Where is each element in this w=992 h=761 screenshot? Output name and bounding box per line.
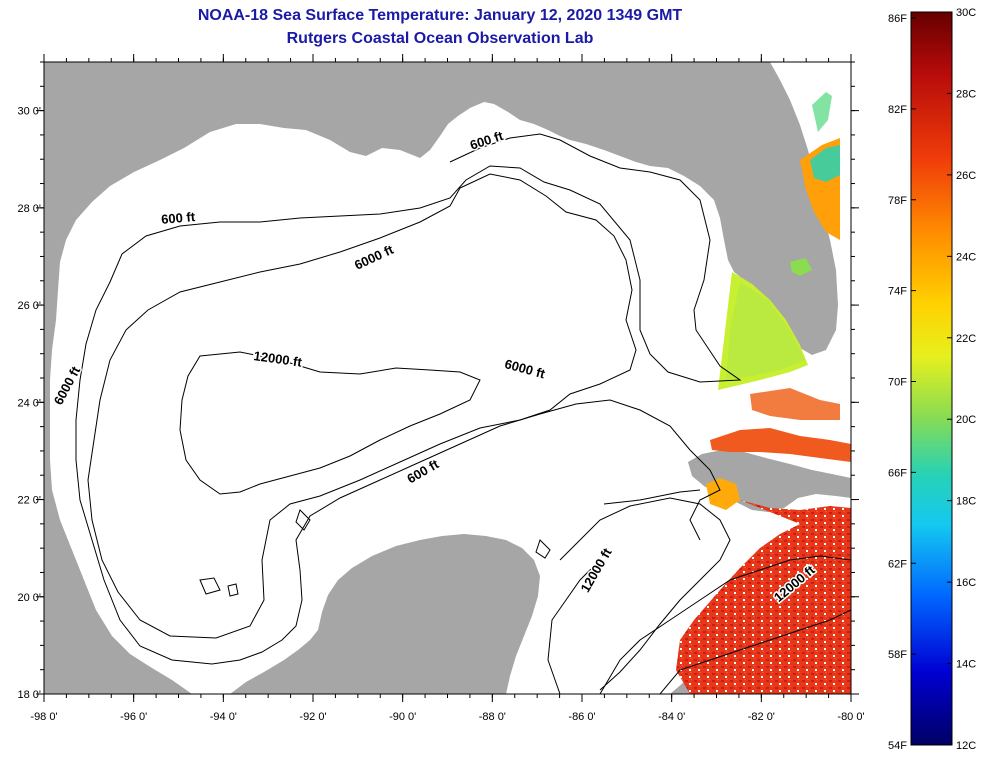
colorbar-celsius-labels: 30C 28C 26C 24C 22C 20C 18C 16C 14C 12C — [947, 7, 976, 752]
colorbar-f-label: 82F — [888, 104, 907, 116]
sst-patch-florida-straits — [710, 428, 851, 462]
colorbar-f-label: 70F — [888, 377, 907, 389]
colorbar-c-label: 16C — [956, 577, 976, 589]
lat-tick-label: 18 0' — [17, 689, 41, 701]
colorbar-f-label: 62F — [888, 558, 907, 570]
lat-tick-label: 28 0' — [17, 203, 41, 215]
lat-tick-label: 30 0' — [17, 106, 41, 118]
colorbar-f-label: 54F — [888, 740, 907, 752]
colorbar-f-label: 58F — [888, 649, 907, 661]
lat-tick-label: 26 0' — [17, 300, 41, 312]
sst-patch-caribbean — [676, 500, 851, 694]
land-north-america — [44, 62, 838, 694]
colorbar-f-label: 86F — [888, 13, 907, 25]
colorbar-c-label: 30C — [956, 7, 976, 19]
lat-tick-label: 22 0' — [17, 495, 41, 507]
sst-data-layer — [676, 92, 851, 694]
colorbar-c-label: 24C — [956, 251, 976, 263]
lat-tick-label: 20 0' — [17, 592, 41, 604]
colorbar-fahrenheit-labels: 86F 82F 78F 74F 70F 66F 62F 58F 54F — [888, 13, 916, 752]
lon-tick-label: -90 0' — [389, 711, 416, 723]
contour-label: 600 ft — [161, 209, 197, 227]
lon-tick-label: -96 0' — [120, 711, 147, 723]
map-subtitle: Rutgers Coastal Ocean Observation Lab — [286, 30, 594, 47]
lon-tick-label: -86 0' — [568, 711, 595, 723]
colorbar-c-label: 28C — [956, 88, 976, 100]
sst-patch-cuba-west — [706, 478, 740, 510]
colorbar-c-label: 18C — [956, 496, 976, 508]
lon-tick-label: -94 0' — [210, 711, 237, 723]
lon-tick-label: -88 0' — [479, 711, 506, 723]
colorbar-f-label: 66F — [888, 467, 907, 479]
contour-12000ft-caribbean — [559, 497, 731, 691]
lon-tick-label: -92 0' — [299, 711, 326, 723]
map-title: NOAA-18 Sea Surface Temperature: January… — [197, 7, 683, 24]
lon-tick-label: -80 0' — [837, 711, 864, 723]
axis-ticks: -98 0' -96 0' -94 0' -92 0' -90 0' -88 0' -86 … — [17, 54, 865, 723]
colorbar-f-label: 74F — [888, 286, 907, 298]
contour-label: 12000 ft — [253, 348, 304, 370]
colorbar-c-label: 22C — [956, 333, 976, 345]
lon-tick-label: -82 0' — [748, 711, 775, 723]
colorbar-f-label: 78F — [888, 195, 907, 207]
contour-6000ft — [87, 173, 637, 639]
lon-tick-label: -98 0' — [30, 711, 57, 723]
colorbar-c-label: 20C — [956, 414, 976, 426]
contour-12000ft — [179, 351, 481, 495]
colorbar-gradient — [910, 11, 953, 746]
contour-600ft — [75, 133, 742, 665]
colorbar: 86F 82F 78F 74F 70F 66F 62F 58F 54F 30C 28C 26C 24C… — [888, 7, 976, 752]
bathymetry-contours — [75, 133, 851, 694]
colorbar-c-label: 26C — [956, 170, 976, 182]
lon-tick-label: -84 0' — [658, 711, 685, 723]
colorbar-c-label: 12C — [956, 740, 976, 752]
colorbar-c-label: 14C — [956, 659, 976, 671]
contour-label-halo: 600 ft — [161, 209, 197, 227]
land-yucatan — [230, 534, 540, 694]
lat-tick-label: 24 0' — [17, 397, 41, 409]
